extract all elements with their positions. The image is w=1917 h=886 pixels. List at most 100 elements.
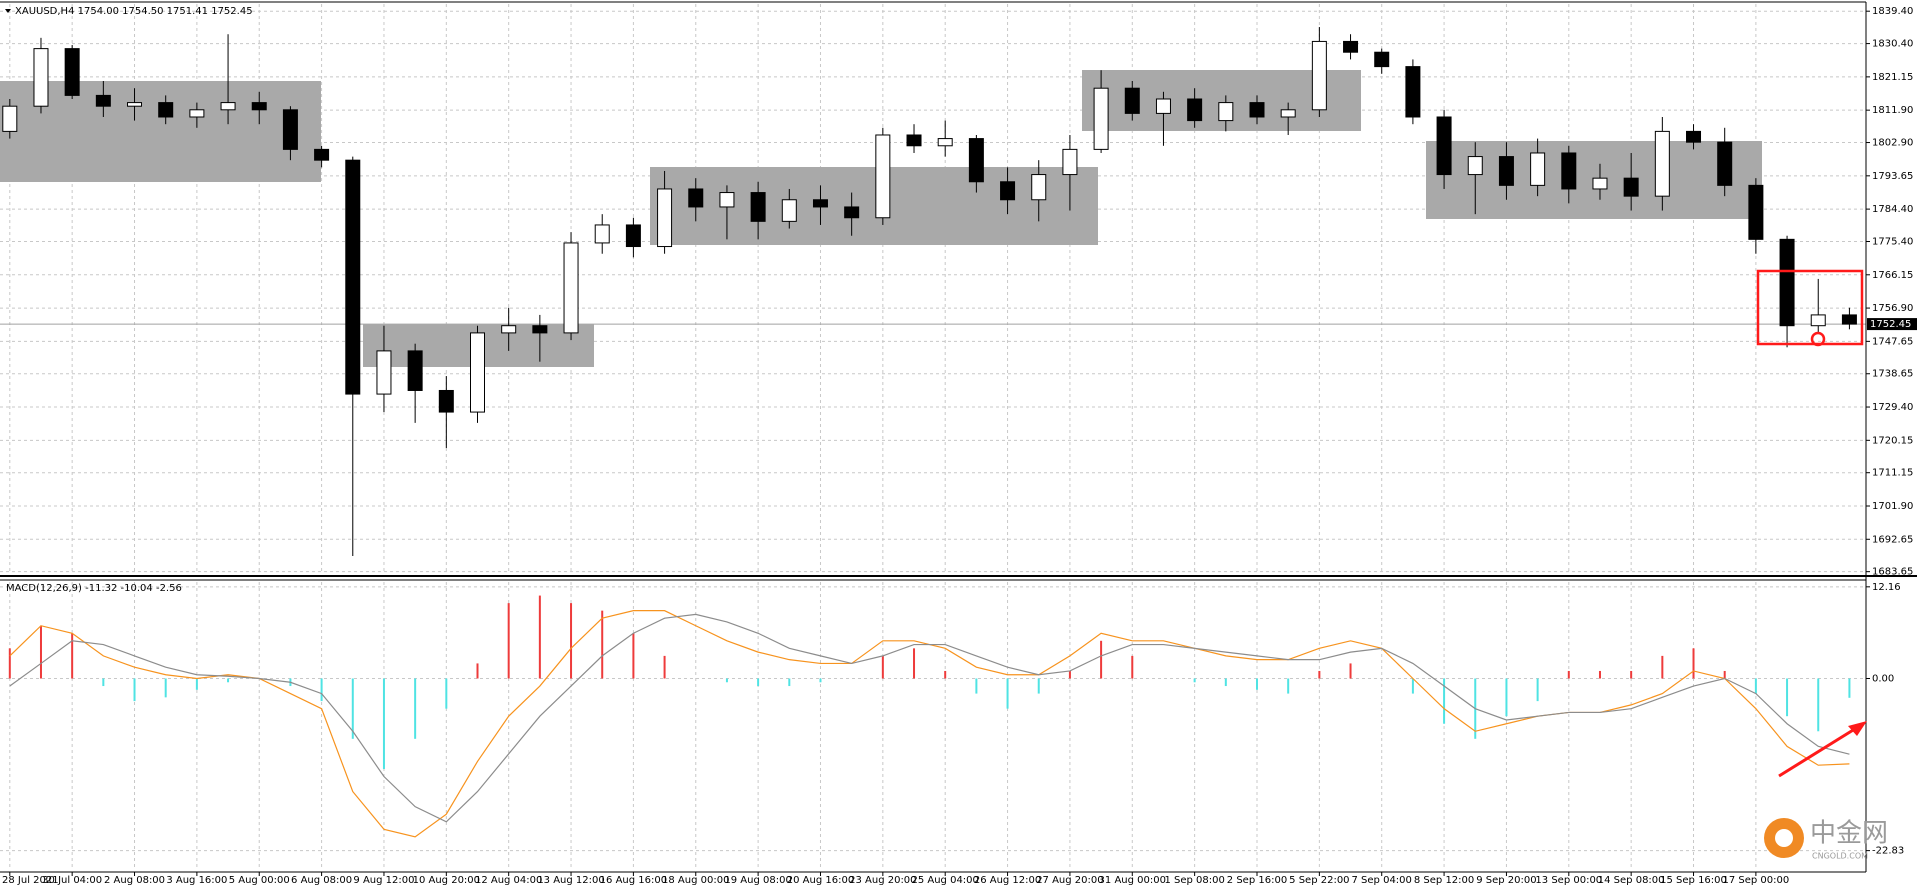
histogram-bar — [1630, 670, 1633, 679]
histogram-bar — [819, 678, 822, 683]
histogram-bar — [1131, 655, 1134, 679]
candle-body — [1343, 40, 1359, 53]
x-tick-label: 19 Aug 08:00 — [724, 875, 791, 886]
candle-body — [1405, 66, 1421, 118]
candle-body — [594, 224, 610, 244]
candle-body — [1779, 238, 1795, 327]
x-tick-label: 20 Aug 16:00 — [787, 875, 854, 886]
watermark-logo — [1775, 829, 1793, 847]
y-tick-label: 1821.15 — [1872, 72, 1913, 83]
candle-body — [95, 94, 111, 107]
y-tick-label: 1775.40 — [1872, 237, 1913, 248]
indicator-header: MACD(12,26,9) -11.32 -10.04 -2.56 — [6, 583, 182, 594]
histogram-bar — [382, 678, 385, 769]
histogram-bar — [570, 603, 573, 679]
candle-body — [501, 325, 517, 334]
x-tick-label: 5 Sep 22:00 — [1289, 875, 1349, 886]
histogram-bar — [1411, 678, 1414, 694]
histogram-bar — [601, 610, 604, 679]
y-tick-label: 1766.15 — [1872, 270, 1913, 281]
y-tick-label: 12.16 — [1872, 582, 1901, 593]
histogram-bar — [414, 678, 417, 739]
x-tick-label: 27 Aug 20:00 — [1036, 875, 1103, 886]
histogram-bar — [507, 603, 510, 679]
candle-body — [1249, 102, 1265, 118]
histogram-bar — [195, 678, 198, 690]
candle-body — [1187, 98, 1203, 122]
histogram-bar — [1786, 678, 1789, 717]
candle-body — [781, 199, 797, 222]
histogram-bar — [1848, 678, 1851, 698]
arrow-head — [1848, 721, 1867, 736]
x-tick-label: 12 Aug 04:00 — [475, 875, 542, 886]
y-tick-label: 1747.65 — [1872, 336, 1913, 347]
x-tick-label: 13 Sep 00:00 — [1535, 875, 1602, 886]
y-tick-label: 1830.40 — [1872, 39, 1913, 50]
histogram-bar — [164, 678, 167, 698]
histogram-bar — [1754, 678, 1757, 694]
histogram-bar — [1505, 678, 1508, 717]
histogram-bar — [1598, 670, 1601, 679]
candle-body — [470, 332, 485, 413]
candle-body — [1717, 141, 1733, 186]
candle-body — [657, 188, 673, 248]
candle-body — [1561, 152, 1577, 190]
y-tick-label: 1720.15 — [1872, 435, 1913, 446]
histogram-bar — [320, 678, 323, 702]
x-tick-label: 9 Sep 20:00 — [1476, 875, 1536, 886]
candle-body — [1810, 314, 1826, 327]
watermark-site: CNGOLD.COM — [1812, 852, 1868, 861]
candle-body — [812, 199, 828, 208]
histogram-bar — [944, 670, 947, 679]
x-tick-label: 13 Aug 12:00 — [537, 875, 604, 886]
y-tick-label: 1839.40 — [1872, 6, 1913, 17]
histogram-bar — [538, 595, 541, 679]
candle-body — [1062, 148, 1078, 176]
y-tick-label: 1738.65 — [1872, 369, 1913, 380]
candle-body — [438, 389, 454, 413]
histogram-bar — [39, 625, 42, 679]
x-tick-label: 2 Aug 08:00 — [104, 875, 165, 886]
zone — [0, 81, 321, 182]
histogram-bar — [133, 678, 136, 702]
candle-body — [1000, 181, 1016, 201]
watermark: 中金网 CNGOLD.COM — [1764, 818, 1888, 861]
watermark-text: 中金网 — [1810, 819, 1888, 849]
x-tick-label: 9 Aug 12:00 — [353, 875, 414, 886]
candle-body — [1280, 109, 1296, 118]
last-price-label: 1752.45 — [1870, 319, 1911, 330]
candle-body — [1218, 102, 1234, 122]
x-tick-label: 8 Sep 12:00 — [1414, 875, 1474, 886]
x-tick-label: 6 Aug 08:00 — [291, 875, 352, 886]
histogram-bar — [1536, 678, 1539, 702]
y-tick-label: 1683.65 — [1872, 567, 1913, 578]
y-tick-label: 1756.90 — [1872, 303, 1913, 314]
candle-body — [968, 138, 984, 183]
candle-body — [407, 350, 423, 391]
histogram-bar — [1723, 670, 1726, 679]
x-tick-label: 10 Aug 20:00 — [413, 875, 480, 886]
highlight-box — [1756, 269, 1864, 346]
y-tick-label: 1784.40 — [1872, 204, 1913, 215]
candle-body — [127, 102, 143, 107]
candle-body — [314, 148, 330, 161]
candle-body — [1467, 156, 1483, 176]
candle-body — [345, 159, 361, 395]
histogram-bar — [1006, 678, 1009, 709]
highlight-circle — [1810, 331, 1826, 347]
chart-header: XAUUSD,H4 1754.00 1754.50 1751.41 1752.4… — [15, 6, 253, 17]
candle-body — [1748, 184, 1764, 240]
y-tick-label: -22.83 — [1872, 846, 1904, 857]
macd-line — [9, 613, 1850, 823]
x-tick-label: 18 Aug 00:00 — [662, 875, 729, 886]
candle-body — [1686, 130, 1702, 143]
x-tick-label: 14 Sep 08:00 — [1598, 875, 1665, 886]
x-tick-label: 15 Sep 16:00 — [1660, 875, 1727, 886]
candle-body — [33, 48, 49, 107]
candle-body — [64, 48, 80, 96]
x-tick-label: 5 Aug 00:00 — [229, 875, 290, 886]
candle-body — [563, 242, 579, 334]
histogram-bar — [1349, 663, 1352, 679]
